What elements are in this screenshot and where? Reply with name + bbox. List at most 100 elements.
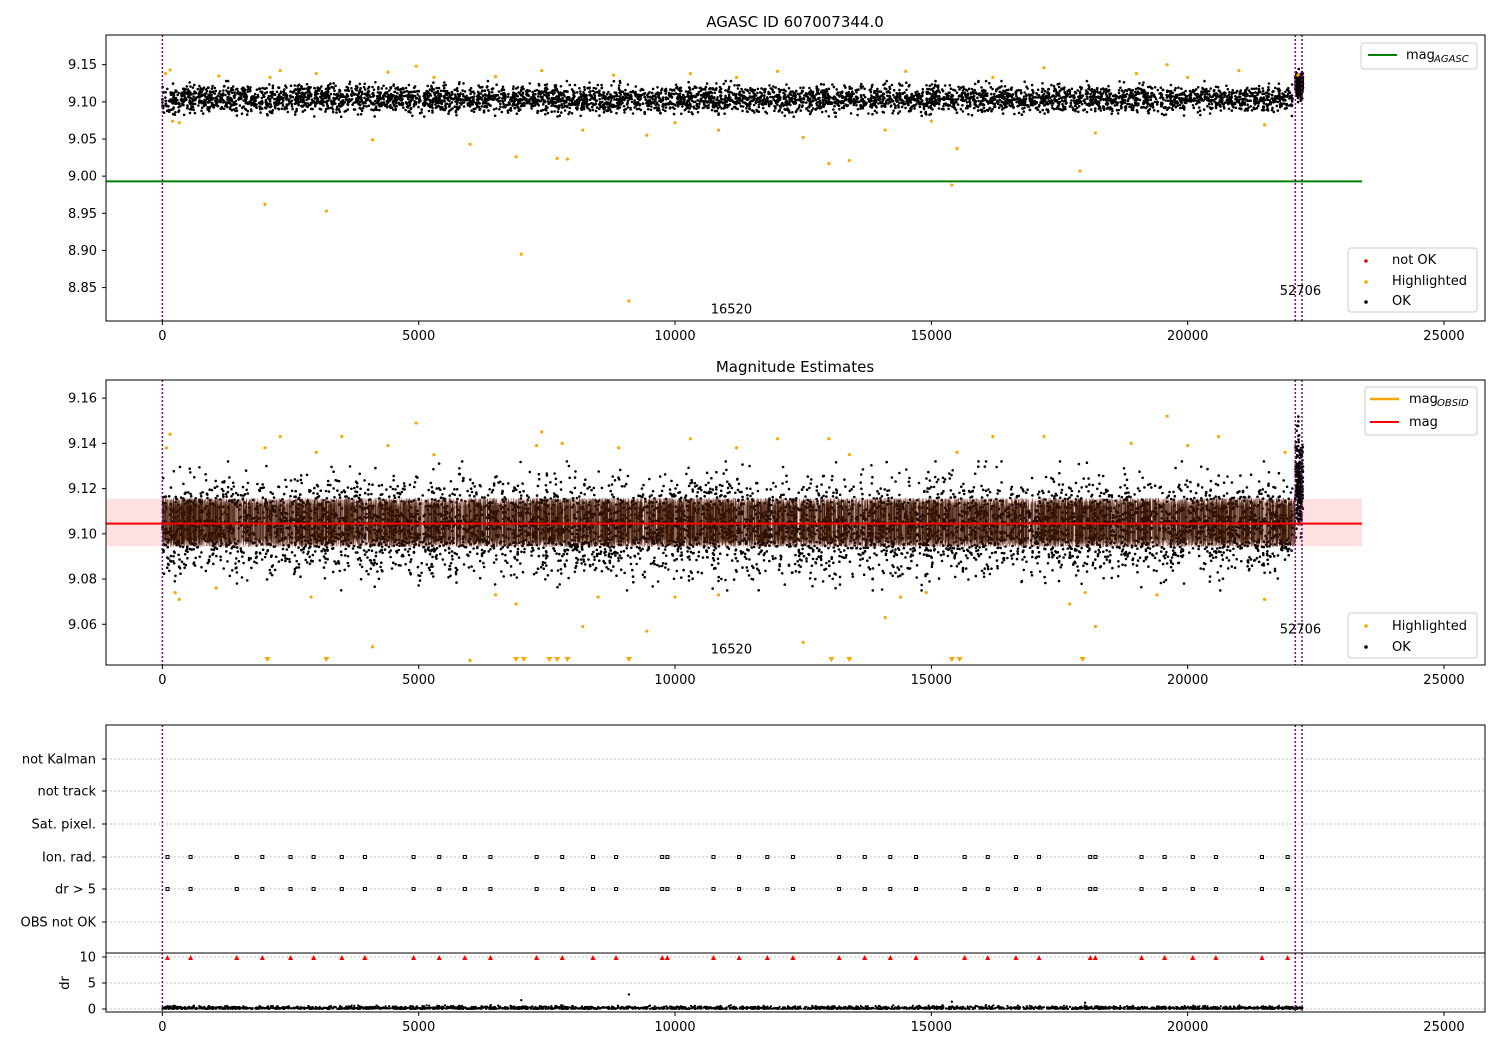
ok-point xyxy=(980,94,983,98)
ok-point xyxy=(305,82,309,86)
ok-point xyxy=(796,98,800,101)
ok-point xyxy=(221,93,224,96)
ok-point xyxy=(1238,107,1241,110)
ok-point xyxy=(428,88,432,91)
ok-point xyxy=(921,91,925,94)
ok-point xyxy=(556,105,560,108)
ok-point xyxy=(867,112,870,115)
ok-point xyxy=(284,92,288,95)
ok-point xyxy=(661,108,665,111)
ok-point xyxy=(717,103,721,107)
ok-point xyxy=(1180,97,1183,100)
ok-point xyxy=(291,107,294,111)
ok-point xyxy=(501,85,505,89)
ok-point xyxy=(1169,83,1173,87)
ok-point xyxy=(712,96,716,99)
ok-point xyxy=(816,97,820,101)
ok-point xyxy=(774,86,777,89)
ok-point xyxy=(359,95,362,98)
ok-point xyxy=(191,86,195,89)
ok-point xyxy=(827,94,830,98)
ok-point xyxy=(882,92,886,96)
ok-point xyxy=(802,86,805,89)
ok-point xyxy=(211,84,214,88)
ok-point xyxy=(934,79,937,83)
ok-point xyxy=(734,97,737,100)
ok-point xyxy=(1000,104,1004,108)
ok-point xyxy=(1249,105,1252,108)
ok-point xyxy=(528,102,531,105)
ok-point xyxy=(1156,88,1160,92)
ok-point xyxy=(414,96,418,100)
ok-point xyxy=(1112,98,1116,101)
ok-point xyxy=(1160,94,1163,97)
ok-point xyxy=(1128,102,1131,106)
ok-point xyxy=(1096,100,1099,103)
agasc-panel-title: AGASC ID 607007344.0 xyxy=(706,13,884,31)
ok-point xyxy=(1146,85,1150,89)
ok-point xyxy=(477,101,481,105)
ok-point xyxy=(688,104,691,107)
ok-point xyxy=(207,100,210,104)
ok-point xyxy=(1041,108,1044,112)
ok-point xyxy=(417,98,421,101)
ok-point xyxy=(1137,103,1140,107)
ok-point xyxy=(929,112,933,116)
ok-point xyxy=(338,110,342,114)
ok-point xyxy=(394,105,397,108)
ok-point xyxy=(1151,106,1155,109)
ok-point xyxy=(667,93,671,97)
ok-point xyxy=(721,101,725,105)
ok-point xyxy=(1146,91,1150,95)
ok-point xyxy=(515,112,519,115)
ok-point xyxy=(1142,91,1145,94)
ok-point xyxy=(290,99,294,103)
ok-point xyxy=(693,86,697,89)
ok-point xyxy=(859,82,863,86)
ok-point xyxy=(1192,106,1196,110)
ok-point xyxy=(623,111,626,114)
ok-point xyxy=(1012,106,1015,110)
ok-point xyxy=(1270,108,1274,112)
ok-point xyxy=(410,94,413,97)
ok-point xyxy=(360,109,364,112)
ok-point xyxy=(799,86,802,90)
ok-point xyxy=(403,90,406,94)
ok-point xyxy=(236,87,239,91)
ok-point xyxy=(709,86,712,90)
ok-point xyxy=(1070,87,1074,91)
ok-point xyxy=(1152,109,1156,112)
ok-point xyxy=(531,102,534,105)
ok-point xyxy=(1046,91,1049,95)
ok-point xyxy=(734,94,738,98)
ok-point xyxy=(1047,99,1050,102)
ok-point xyxy=(637,102,640,105)
ok-point xyxy=(511,97,514,100)
ok-point xyxy=(1022,95,1026,98)
ok-point xyxy=(1089,92,1092,96)
ok-point xyxy=(1267,88,1270,91)
ok-point xyxy=(354,87,357,91)
ok-point xyxy=(822,95,825,99)
ok-point xyxy=(765,112,769,115)
ok-point xyxy=(313,115,316,118)
ok-point xyxy=(527,94,530,98)
ok-point xyxy=(753,93,757,96)
ok-point xyxy=(777,110,781,113)
ok-point xyxy=(1263,97,1266,101)
ok-point xyxy=(805,101,808,104)
ok-point xyxy=(413,102,416,105)
ok-point xyxy=(300,85,303,88)
ok-point xyxy=(1175,95,1179,99)
ok-point xyxy=(889,105,893,108)
ok-point xyxy=(682,94,685,97)
ok-point xyxy=(222,89,225,92)
ok-point xyxy=(626,83,630,86)
ok-point xyxy=(313,97,316,100)
ok-point xyxy=(515,103,518,107)
ok-point xyxy=(573,83,577,87)
ok-point xyxy=(688,88,692,92)
ok-point xyxy=(427,109,431,113)
ok-point xyxy=(251,95,255,98)
ok-point xyxy=(697,92,700,96)
